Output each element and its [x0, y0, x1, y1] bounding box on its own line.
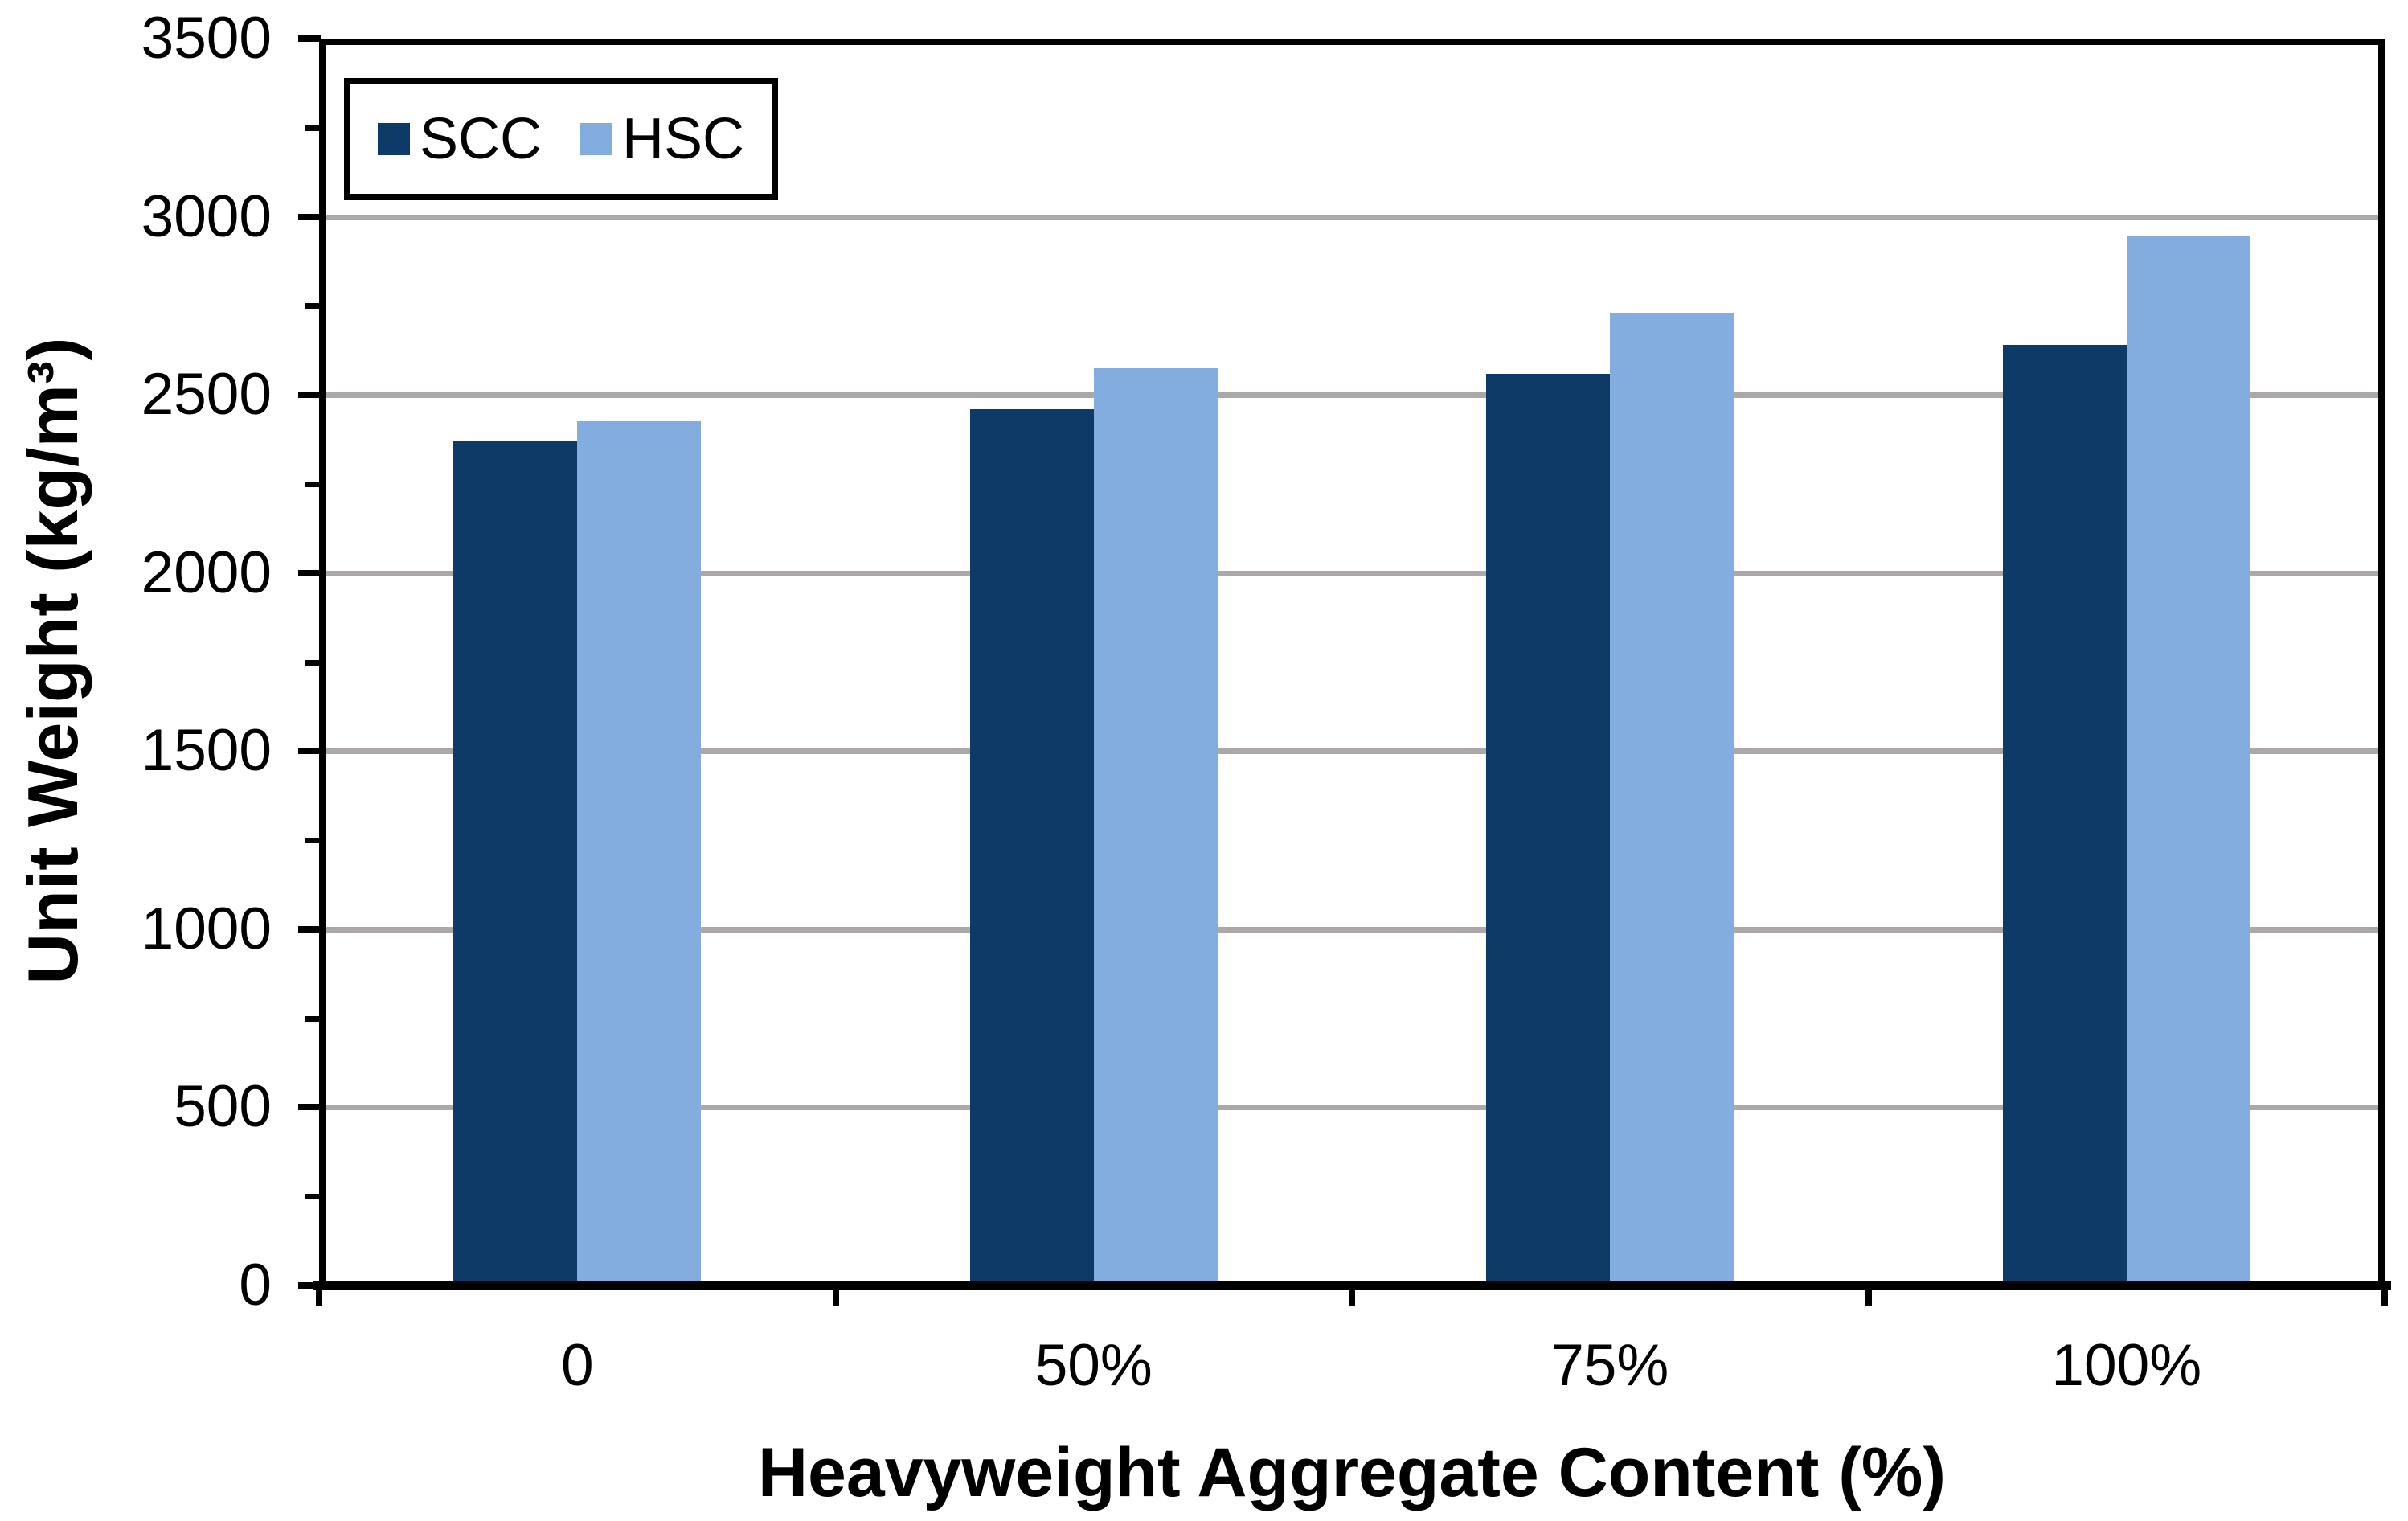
legend-label-scc: SCC — [419, 107, 542, 171]
y-tick-label-0: 0 — [239, 1252, 272, 1318]
bar-hsc-3 — [2126, 236, 2250, 1285]
legend: SCC HSC — [344, 78, 778, 200]
legend-entry-hsc: HSC — [580, 107, 744, 171]
x-tick-2 — [1349, 1285, 1355, 1306]
y-tick-label-3500: 3500 — [141, 6, 272, 71]
gridline-y-2500 — [326, 392, 2378, 399]
bar-hsc-1 — [1093, 367, 1218, 1285]
y-minor-tick-750 — [305, 1015, 321, 1022]
bar-scc-0 — [453, 441, 578, 1285]
bar-scc-1 — [969, 408, 1094, 1285]
bar-scc-3 — [2002, 345, 2127, 1285]
y-minor-tick-1250 — [305, 838, 321, 844]
y-minor-tick-2750 — [305, 303, 321, 310]
y-minor-tick-250 — [305, 1194, 321, 1200]
y-major-tick-3500 — [298, 35, 321, 42]
x-axis-title: Heavyweight Aggregate Content (%) — [757, 1434, 1947, 1511]
x-tick-label-1: 50% — [1034, 1333, 1153, 1398]
legend-label-hsc: HSC — [622, 107, 745, 171]
x-tick-label-2: 75% — [1551, 1333, 1669, 1398]
x-tick-4 — [2381, 1285, 2388, 1306]
y-tick-label-1000: 1000 — [141, 896, 272, 961]
x-axis-line — [313, 1281, 2391, 1290]
y-tick-label-500: 500 — [174, 1074, 272, 1140]
legend-entry-scc: SCC — [377, 107, 542, 171]
y-major-tick-1500 — [298, 748, 321, 755]
y-tick-label-3000: 3000 — [141, 183, 272, 249]
y-major-tick-2000 — [298, 569, 321, 576]
gridline-y-500 — [326, 1105, 2378, 1111]
gridline-y-1500 — [326, 748, 2378, 755]
x-tick-0 — [316, 1285, 322, 1306]
plot-area — [319, 39, 2385, 1285]
y-major-tick-2500 — [298, 392, 321, 399]
x-tick-label-0: 0 — [560, 1333, 594, 1398]
legend-swatch-hsc — [580, 123, 612, 155]
gridline-y-3000 — [326, 214, 2378, 220]
gridline-y-2000 — [326, 570, 2378, 576]
y-major-tick-500 — [298, 1104, 321, 1111]
y-minor-tick-2250 — [305, 481, 321, 487]
y-minor-tick-1750 — [305, 659, 321, 666]
y-tick-label-2500: 2500 — [141, 362, 272, 428]
gridline-y-1000 — [326, 926, 2378, 933]
y-axis-title: Unit Weight (kg/m³) — [13, 337, 92, 985]
y-minor-tick-3250 — [305, 125, 321, 131]
bar-hsc-0 — [577, 421, 702, 1285]
y-major-tick-3000 — [298, 213, 321, 220]
y-tick-label-2000: 2000 — [141, 539, 272, 605]
bar-scc-2 — [1486, 373, 1611, 1285]
y-major-tick-0 — [298, 1282, 321, 1289]
x-tick-label-3: 100% — [2051, 1333, 2202, 1398]
x-tick-1 — [832, 1285, 839, 1306]
bar-hsc-2 — [1610, 313, 1734, 1285]
legend-swatch-scc — [377, 123, 410, 155]
x-tick-3 — [1865, 1285, 1872, 1306]
y-tick-label-1500: 1500 — [141, 718, 272, 784]
y-major-tick-1000 — [298, 925, 321, 933]
